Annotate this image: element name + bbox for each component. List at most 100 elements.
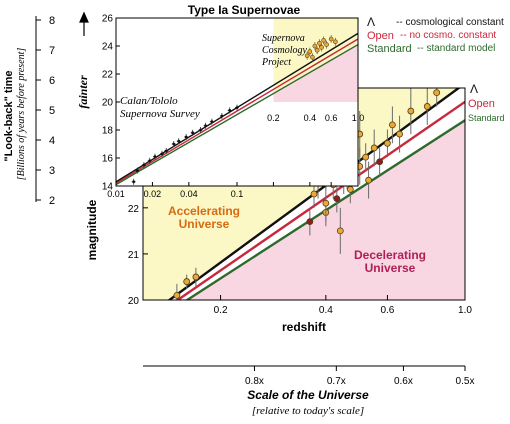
- decelerating-region: [143, 120, 465, 300]
- inset-data-point: [164, 149, 168, 153]
- line-label-standard: Standard: [468, 113, 505, 123]
- data-point: [336, 227, 344, 235]
- legend-symbol-standard: Standard: [367, 43, 412, 55]
- y-tick-label: 21: [128, 250, 140, 261]
- data-point: [423, 103, 431, 110]
- main-ylabel: magnitude: [85, 199, 99, 260]
- data-point: [306, 218, 314, 226]
- inset-x-ticks: 0.01 0.02 0.04 0.1 0.2 0.4 0.6 1.0: [107, 113, 364, 199]
- scale-tick-label: 0.7x: [327, 376, 346, 387]
- inset-model-line-open: [116, 38, 358, 184]
- model-line-open: [175, 100, 465, 300]
- inset-y-tick-label: 26: [102, 14, 114, 25]
- inset-data-point: [317, 40, 322, 46]
- inset-data-point: [142, 163, 146, 167]
- inset-data-point: [220, 114, 224, 118]
- inset-data-point: [314, 47, 320, 53]
- line-labels: Λ Open Standard: [468, 82, 505, 123]
- data-point: [173, 291, 181, 299]
- inset-scp-label-line3: Project: [261, 57, 291, 68]
- data-point: [365, 176, 372, 184]
- inset-data-point: [319, 45, 324, 50]
- inset-data-point: [228, 109, 232, 112]
- legend-desc-open: -- no cosmo. constant: [400, 30, 496, 41]
- data-point: [407, 107, 415, 115]
- inset-scp-label: Supernova: [262, 33, 305, 44]
- data-point: [376, 158, 384, 166]
- inset-y-tick-label: 16: [102, 154, 114, 165]
- lookback-axis-subtitle: [Billions of years before present]: [16, 48, 27, 181]
- data-point: [346, 185, 354, 193]
- x-tick-label: 0.6: [380, 305, 394, 316]
- lookback-axis: 2 3 4 5 6 7 8 "Look-back" time [Billions of ye…: [3, 15, 55, 207]
- scale-axis: 0.8x 0.7x 0.6x 0.5x Scale of the Universe […: [143, 365, 474, 417]
- model-line-standard: [184, 119, 465, 300]
- inset-y-tick-label: 24: [102, 42, 114, 53]
- lookback-tick-label: 8: [49, 15, 55, 27]
- inset-y-ticks: 14 16 18 20 22 24 26: [102, 14, 120, 193]
- decelerating-label: Decelerating: [354, 248, 426, 262]
- lookback-tick-label: 4: [49, 135, 55, 147]
- data-point: [183, 278, 191, 285]
- inset-calan-label-line2: Supernova Survey: [120, 108, 200, 120]
- accelerating-label-line2: Universe: [179, 217, 230, 231]
- inset-ylabel: fainter: [76, 75, 90, 109]
- x-tick-label: 1.0: [458, 305, 472, 316]
- data-point: [396, 130, 403, 138]
- inset-data-point: [210, 120, 214, 123]
- x-tick-label: 0.2: [214, 305, 228, 316]
- data-point: [322, 199, 330, 207]
- inset-data-point: [307, 49, 313, 54]
- data-point: [433, 89, 441, 97]
- lookback-axis-title: "Look-back" time: [3, 70, 15, 161]
- scale-tick-label: 0.8x: [245, 376, 264, 387]
- inset-data-point: [321, 38, 326, 43]
- inset-x-tick-label: 0.4: [304, 113, 317, 123]
- inset-plot: 0.01 0.02 0.04 0.1 0.2 0.4 0.6 1.0 14 16 18 20 22 24…: [76, 3, 364, 199]
- inset-data-point: [312, 43, 318, 49]
- scale-axis-subtitle: [relative to today's scale]: [252, 405, 364, 417]
- inset-data-point: [191, 131, 195, 135]
- legend-desc-lambda: -- cosmological constant: [396, 17, 504, 28]
- inset-x-tick-label: 0.02: [144, 189, 162, 199]
- inset-data-point: [172, 142, 176, 146]
- inset-x-tick-label: 0.1: [231, 189, 244, 199]
- inset-data-point: [235, 106, 239, 109]
- inset-x-tick-label: 0.04: [180, 189, 198, 199]
- fainter-arrow-icon: [79, 11, 89, 36]
- scale-ticks: 0.8x 0.7x 0.6x 0.5x: [245, 366, 474, 387]
- line-label-open: Open: [468, 98, 495, 110]
- inset-y-tick-label: 14: [102, 182, 114, 193]
- inset-data-points: [131, 35, 338, 185]
- line-label-lambda: Λ: [470, 82, 478, 96]
- inset-y-tick-label: 20: [102, 98, 114, 109]
- inset-x-tick-label: 0.01: [107, 189, 125, 199]
- inset-decelerating-region: [273, 44, 358, 102]
- inset-data-point: [135, 169, 139, 173]
- inset-scp-label-line2: Cosmology: [262, 45, 308, 56]
- inset-data-point: [153, 155, 157, 159]
- inset-data-point: [160, 152, 164, 156]
- inset-data-point: [324, 42, 329, 47]
- inset-data-point: [148, 159, 152, 163]
- lookback-ticks: 2 3 4 5 6 7 8: [36, 15, 55, 207]
- main-x-ticks: 0.2 0.4 0.6 1.0: [214, 295, 472, 316]
- inset-data-point: [177, 139, 181, 143]
- main-y-ticks: 20 21 22: [128, 204, 148, 307]
- decelerating-label-line2: Universe: [365, 261, 416, 275]
- inset-data-point: [184, 135, 188, 139]
- main-plot: 0.2 0.4 0.6 1.0 20 21 22 redshift magnitude A…: [85, 87, 472, 334]
- y-tick-label: 22: [128, 204, 140, 215]
- data-point: [384, 139, 391, 147]
- inset-model-line-standard: [116, 43, 358, 186]
- y-tick-label: 20: [128, 296, 140, 307]
- lookback-tick-label: 3: [49, 165, 55, 177]
- inset-x-tick-label: 0.2: [267, 113, 280, 123]
- inset-x-tick-label: 1.0: [352, 113, 365, 123]
- data-point: [333, 195, 341, 203]
- x-tick-label: 0.4: [319, 305, 333, 316]
- inset-y-tick-label: 18: [102, 126, 114, 137]
- inset-data-point: [204, 124, 207, 128]
- data-point: [370, 144, 378, 152]
